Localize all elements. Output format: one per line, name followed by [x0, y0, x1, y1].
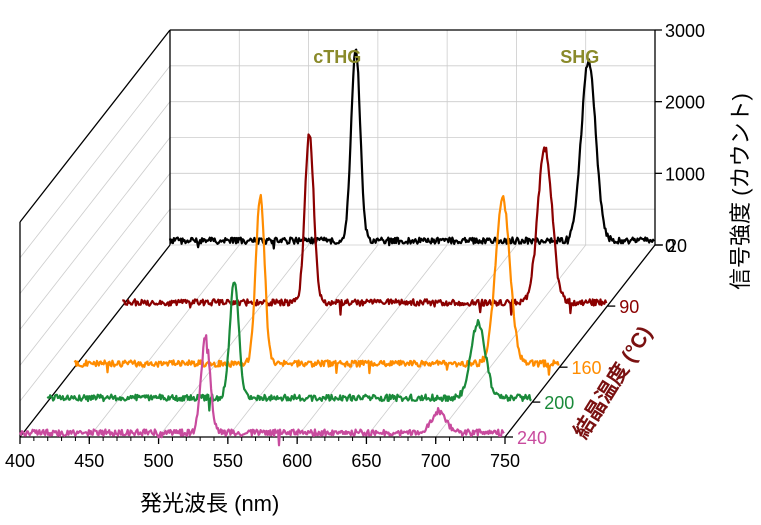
- floor-gridline: [366, 244, 517, 438]
- side-wall-gridline: [19, 173, 171, 366]
- spectrum-line-20: [168, 48, 655, 250]
- axis-edge: [504, 244, 656, 438]
- annotation-shg: SHG: [560, 47, 599, 67]
- side-wall-gridline: [19, 208, 171, 402]
- floor-gridline: [296, 244, 448, 438]
- floor-gridline: [435, 244, 587, 438]
- axis-edge: [19, 244, 171, 438]
- y-tick-label: 2000: [665, 93, 705, 113]
- x-tick-label: 400: [5, 451, 35, 471]
- axes-layer: 400 450 500 550 600 650 700 750 0 1000 2000 3000 20 9…: [5, 21, 705, 471]
- x-tick-label: 750: [490, 451, 520, 471]
- z-tick-label: 200: [544, 393, 574, 413]
- x-tick-label: 650: [351, 451, 381, 471]
- label-layer: cTHG SHG: [313, 47, 599, 67]
- y-axis-title: 信号強度 (カウント): [728, 93, 753, 290]
- x-tick-label: 500: [144, 451, 174, 471]
- z-tick-label: 20: [667, 236, 687, 256]
- spectrum-line-160: [73, 193, 560, 376]
- axis-edge: [19, 29, 171, 223]
- floor-gridline: [158, 244, 309, 438]
- x-tick-label: 700: [421, 451, 451, 471]
- spectrum-line-90: [121, 133, 608, 316]
- floor-gridline: [88, 244, 240, 438]
- side-wall-gridline: [19, 137, 171, 330]
- annotation-cthg: cTHG: [313, 47, 361, 67]
- series-layer: [18, 48, 655, 447]
- side-wall-gridline: [19, 101, 171, 294]
- x-tick-label: 600: [282, 451, 312, 471]
- grid-layer: [19, 29, 656, 438]
- z-tick-label: 90: [619, 297, 639, 317]
- x-tick-label: 550: [213, 451, 243, 471]
- side-wall-gridline: [19, 65, 171, 259]
- y-tick-label: 1000: [665, 164, 705, 184]
- z-tick-label: 240: [517, 428, 547, 448]
- x-axis-title: 発光波長 (nm): [140, 491, 279, 516]
- floor-gridline: [227, 244, 379, 438]
- y-tick-label: 0: [665, 236, 675, 256]
- z-axis-title: 結晶温度 (°C): [569, 322, 657, 443]
- y-tick-label: 3000: [665, 21, 705, 41]
- x-tick-label: 450: [74, 451, 104, 471]
- spectrum-line-200: [46, 281, 532, 412]
- z-tick-label: 160: [572, 358, 602, 378]
- spectrum-line-240: [18, 334, 505, 447]
